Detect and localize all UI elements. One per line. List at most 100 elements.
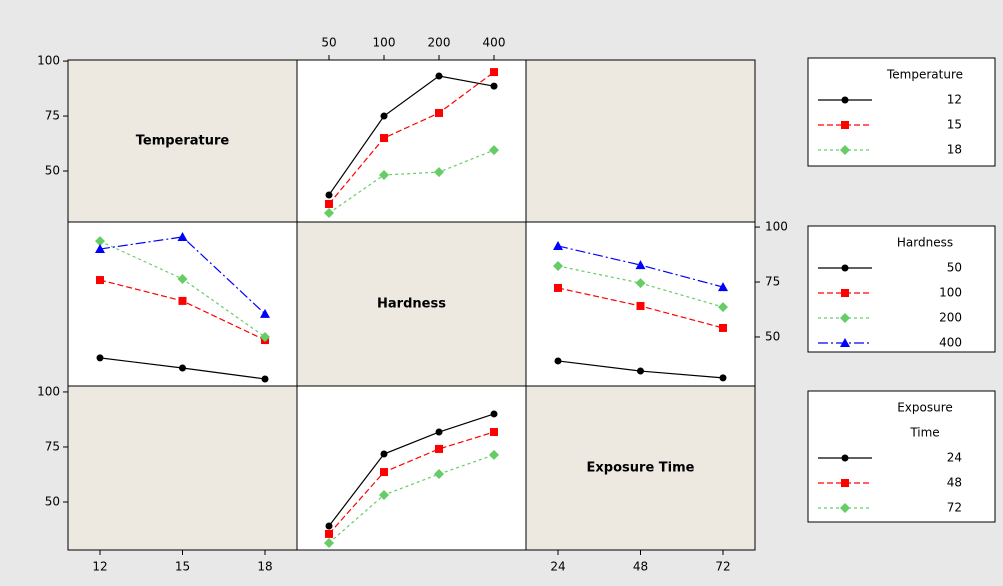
legend-label: 72	[947, 501, 962, 515]
y-tick-label: 50	[765, 329, 780, 343]
legend-marker	[840, 338, 850, 347]
series-line	[328, 431, 495, 535]
marker	[178, 296, 187, 305]
marker	[325, 191, 333, 199]
legend-title: Temperature	[886, 68, 963, 82]
legend-marker	[840, 503, 850, 513]
marker	[96, 354, 104, 362]
diagonal-label: Exposure Time	[587, 461, 695, 476]
legend-title: Exposure	[897, 401, 953, 415]
marker	[177, 273, 188, 284]
x-tick-label: 100	[373, 36, 396, 50]
marker	[324, 537, 334, 548]
y-tick-label: 75	[45, 109, 60, 123]
y-tick-label: 100	[37, 54, 60, 68]
marker	[260, 331, 270, 342]
diagonal-label: Temperature	[136, 134, 230, 149]
marker	[718, 282, 728, 292]
marker	[435, 428, 443, 436]
marker	[435, 72, 443, 80]
marker	[554, 283, 562, 292]
marker	[95, 236, 105, 247]
panel-background	[296, 221, 527, 387]
x-tick-label: 50	[321, 36, 336, 50]
marker	[719, 374, 727, 382]
legend-box	[807, 57, 996, 167]
marker	[380, 468, 388, 477]
legend-marker	[841, 479, 849, 487]
series-line	[328, 454, 495, 544]
legend-label: 18	[947, 143, 962, 157]
marker	[435, 444, 443, 453]
x-tick-label: 15	[175, 560, 190, 574]
y-tick-label: 50	[45, 164, 60, 178]
marker	[490, 428, 498, 437]
y-tick-label: 75	[765, 275, 780, 289]
marker	[553, 240, 563, 250]
series-line	[328, 75, 495, 196]
x-tick-label: 24	[550, 560, 565, 574]
panel-background	[67, 59, 298, 223]
legend-label: 400	[939, 336, 962, 350]
legend-box	[807, 390, 996, 523]
y-tick-label: 75	[45, 439, 60, 453]
legend-label: 15	[947, 118, 962, 132]
series-line	[99, 236, 266, 315]
marker	[718, 302, 728, 313]
panel-background	[525, 385, 756, 551]
legend-label: 48	[947, 476, 962, 490]
marker	[325, 522, 333, 530]
marker	[637, 367, 644, 375]
legend-marker	[841, 96, 849, 104]
marker	[380, 450, 388, 458]
y-tick-label: 50	[45, 495, 60, 509]
legend-marker	[841, 264, 849, 272]
legend-label: 100	[939, 286, 962, 300]
marker	[435, 108, 443, 117]
x-tick-label: 72	[715, 560, 730, 574]
marker	[177, 231, 188, 241]
marker	[95, 244, 105, 254]
x-tick-label: 18	[257, 560, 272, 574]
y-tick-label: 100	[765, 220, 788, 234]
marker	[325, 529, 333, 538]
panel-background	[67, 385, 298, 551]
marker	[261, 375, 269, 383]
legend-title: Hardness	[897, 236, 953, 250]
legend-marker	[841, 454, 849, 462]
marker	[635, 278, 646, 289]
series-line	[328, 149, 495, 214]
x-tick-label: 400	[483, 36, 506, 50]
legend-label: 12	[947, 93, 962, 107]
diagonal-label: Hardness	[377, 297, 446, 312]
legend-marker	[841, 289, 849, 297]
legend-marker	[841, 121, 849, 129]
marker	[636, 301, 645, 310]
marker	[380, 112, 388, 120]
marker	[324, 207, 334, 218]
legend-label: 200	[939, 311, 962, 325]
marker	[635, 260, 646, 270]
legend-label: 24	[947, 451, 962, 465]
marker	[489, 145, 499, 156]
marker	[554, 357, 562, 365]
marker	[553, 260, 563, 271]
marker	[260, 308, 270, 318]
marker	[379, 489, 389, 500]
panel-background	[525, 59, 756, 223]
marker	[490, 82, 498, 90]
marker	[96, 276, 104, 285]
legend-marker	[840, 313, 850, 323]
x-tick-label: 48	[633, 560, 648, 574]
series-line	[328, 71, 495, 205]
marker	[719, 323, 727, 332]
x-tick-label: 12	[92, 560, 107, 574]
legend-marker	[840, 145, 850, 155]
marker	[490, 410, 498, 418]
marker	[380, 134, 388, 143]
legend-box	[807, 225, 996, 353]
legend-label: 50	[947, 261, 962, 275]
marker	[490, 68, 498, 77]
